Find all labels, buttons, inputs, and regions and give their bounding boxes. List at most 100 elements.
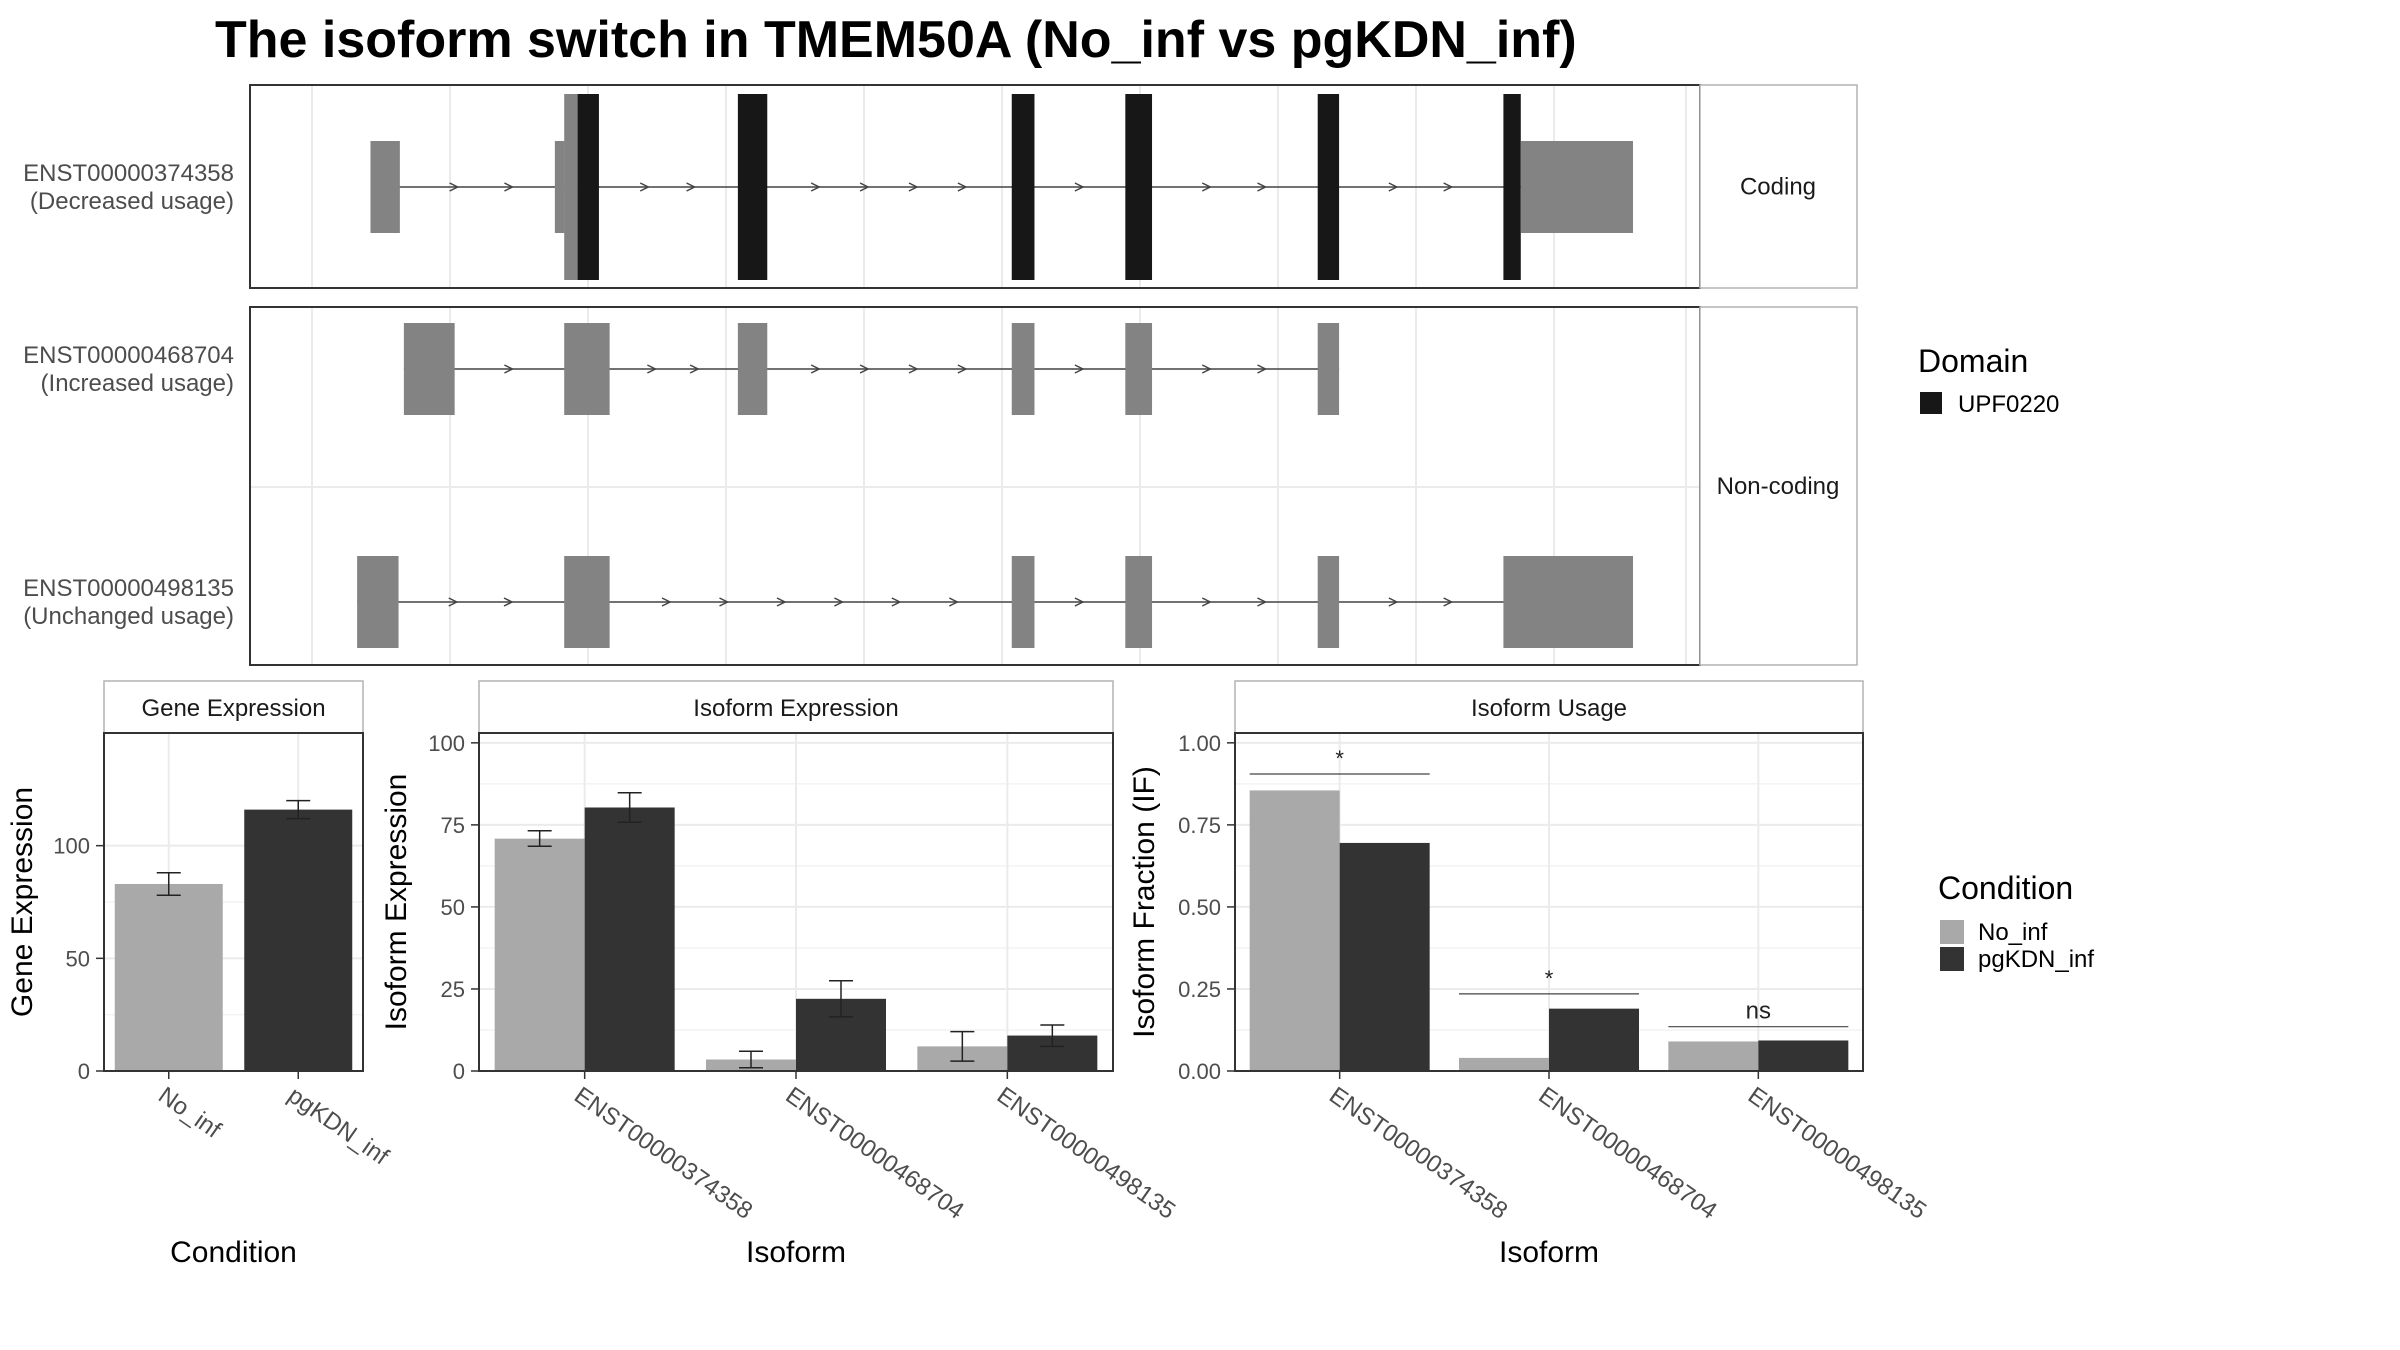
chart-strip: [103, 680, 364, 734]
condition-legend-key: [1940, 920, 1964, 944]
intron-arrow: [948, 597, 959, 607]
facet-strip: [1699, 84, 1858, 289]
x-tick-label: ENST00000374358: [1324, 1082, 1512, 1225]
bar: [244, 809, 353, 1071]
intron-arrow: [639, 182, 650, 192]
transcript-usage-label: (Unchanged usage): [23, 603, 234, 630]
exon-block: [1317, 556, 1340, 648]
y-tick-label: 0: [453, 1059, 465, 1084]
intron-arrow: [504, 182, 515, 192]
y-tick-label: 25: [441, 977, 465, 1002]
intron-arrow: [449, 182, 460, 192]
bar: [1339, 842, 1430, 1071]
bar: [494, 838, 585, 1071]
intron-arrow: [810, 182, 821, 192]
bar: [1549, 1008, 1639, 1071]
intron-arrow: [1257, 597, 1268, 607]
x-axis-title: Condition: [170, 1236, 297, 1269]
intron-arrow: [957, 182, 968, 192]
x-tick-label: ENST00000468704: [1534, 1082, 1722, 1225]
y-tick-label: 50: [66, 946, 90, 971]
exon-block: [564, 323, 610, 415]
intron-arrow: [1443, 597, 1454, 607]
chart-strip-title: Gene Expression: [141, 695, 325, 722]
intron-arrow: [1388, 182, 1399, 192]
x-axis-title: Isoform: [746, 1236, 846, 1269]
exon-block: [1317, 94, 1340, 280]
intron-arrow: [1074, 597, 1085, 607]
significance-label: *: [1335, 746, 1344, 771]
y-tick-label: 0.75: [1178, 813, 1221, 838]
bar: [1459, 1057, 1549, 1071]
domain-legend-title: Domain: [1918, 343, 2028, 379]
y-tick-label: 75: [441, 813, 465, 838]
y-tick-label: 0.50: [1178, 895, 1221, 920]
exon-block: [1011, 323, 1035, 415]
gene-expression-chart: Gene Expression 0 50 100 No_inf pgKDN_inf Cond…: [6, 680, 394, 1269]
exon-block: [554, 141, 565, 233]
transcript-id-label: ENST00000374358: [23, 160, 234, 187]
transcript-usage-label: (Decreased usage): [30, 188, 234, 215]
y-axis-title: Isoform Expression: [380, 774, 413, 1031]
chart-strip-title: Isoform Expression: [693, 695, 898, 722]
intron-arrow: [686, 182, 697, 192]
intron-arrow: [503, 597, 514, 607]
y-tick-label: 0.00: [1178, 1059, 1221, 1084]
y-tick-label: 0.25: [1178, 977, 1221, 1002]
figure-title: The isoform switch in TMEM50A (No_inf vs…: [215, 11, 1577, 69]
exon-block: [564, 556, 610, 648]
intron-arrow: [859, 182, 870, 192]
y-tick-label: 0: [78, 1059, 90, 1084]
chart-strip: [1234, 680, 1864, 734]
y-axis-title: Gene Expression: [6, 787, 39, 1017]
intron-arrow: [719, 597, 730, 607]
intron-arrow: [689, 364, 700, 374]
intron-arrow: [776, 597, 787, 607]
domain-legend-key: [1920, 392, 1942, 414]
intron-arrow: [661, 597, 672, 607]
transcript-id-label: ENST00000498135: [23, 575, 234, 602]
x-tick-label: ENST00000374358: [569, 1082, 757, 1225]
intron-arrow: [1201, 364, 1212, 374]
exon-block: [1125, 556, 1153, 648]
intron-arrow: [647, 364, 658, 374]
exon-block: [403, 323, 455, 415]
intron-arrow: [1388, 597, 1399, 607]
intron-arrow: [908, 364, 919, 374]
bar: [584, 807, 675, 1071]
bar: [114, 883, 223, 1071]
domain-legend: Domain UPF0220: [1918, 343, 2059, 418]
intron-arrow: [908, 182, 919, 192]
x-tick-label: ENST00000498135: [992, 1082, 1180, 1225]
exon-block: [1503, 94, 1521, 280]
y-axis-title: Isoform Fraction (IF): [1128, 766, 1161, 1038]
significance-label: *: [1545, 966, 1554, 991]
exon-block: [737, 94, 768, 280]
intron-arrow: [504, 364, 515, 374]
y-tick-label: 1.00: [1178, 731, 1221, 756]
facet-strip: [1699, 306, 1858, 666]
y-tick-label: 100: [428, 731, 465, 756]
exon-block: [1317, 323, 1340, 415]
intron-arrow: [810, 364, 821, 374]
intron-arrow: [1257, 182, 1268, 192]
condition-legend-label: pgKDN_inf: [1978, 946, 2094, 973]
x-tick-label: pgKDN_inf: [283, 1082, 394, 1171]
chart-strip-title: Isoform Usage: [1471, 695, 1627, 722]
transcript-id-label: ENST00000468704: [23, 342, 234, 369]
y-tick-label: 50: [441, 895, 465, 920]
transcript-usage-label: (Increased usage): [41, 370, 234, 397]
intron-arrow: [859, 364, 870, 374]
exon-block: [1011, 94, 1035, 280]
condition-legend-label: No_inf: [1978, 919, 2048, 946]
intron-arrow: [1443, 182, 1454, 192]
intron-arrow: [1257, 364, 1268, 374]
exon-block: [564, 94, 578, 280]
intron-arrow: [834, 597, 845, 607]
significance-label: ns: [1746, 998, 1771, 1025]
isoform-expression-chart: Isoform Expression 0 25 50 75 100 ENST00000374…: [380, 680, 1180, 1269]
exon-block: [1125, 323, 1153, 415]
bar: [1249, 790, 1340, 1071]
